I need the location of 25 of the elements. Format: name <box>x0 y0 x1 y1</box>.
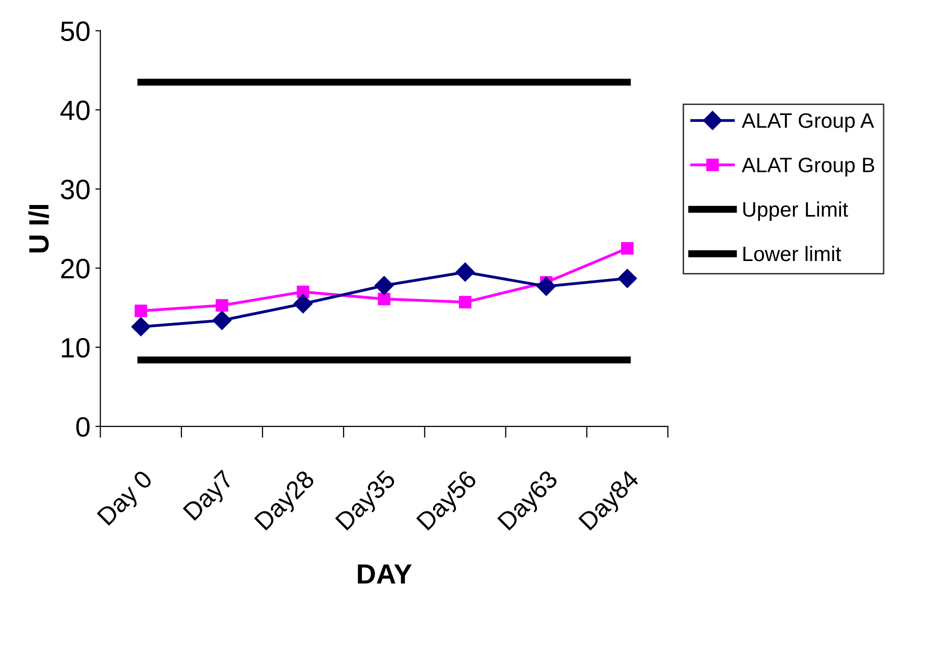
point <box>536 276 556 296</box>
y-tick-label: 50 <box>60 21 90 42</box>
point <box>216 299 228 312</box>
point <box>134 304 148 318</box>
y-tick-label: 30 <box>60 180 90 200</box>
y-tick-label: 10 <box>62 338 90 358</box>
point <box>618 268 637 288</box>
y-tick-label: 40 <box>60 100 90 120</box>
legend-label: Upper Limit <box>743 202 848 221</box>
legend-label: Lower limit <box>743 246 842 262</box>
point <box>131 317 150 336</box>
point <box>212 310 232 330</box>
y-tick-label: 0 <box>76 417 90 437</box>
point <box>621 242 634 255</box>
point <box>378 292 390 306</box>
legend-label: ALAT Group A <box>742 113 874 132</box>
x-tick-label: Day 0 <box>96 469 157 530</box>
y-tick-label: 20 <box>61 258 90 278</box>
y-axis-title: U I/I <box>28 204 49 252</box>
x-axis-title: DAY <box>358 564 412 584</box>
point <box>294 294 313 314</box>
point <box>374 276 394 296</box>
legend-label: ALAT Group B <box>742 158 874 177</box>
point <box>456 262 475 282</box>
point <box>458 296 472 308</box>
